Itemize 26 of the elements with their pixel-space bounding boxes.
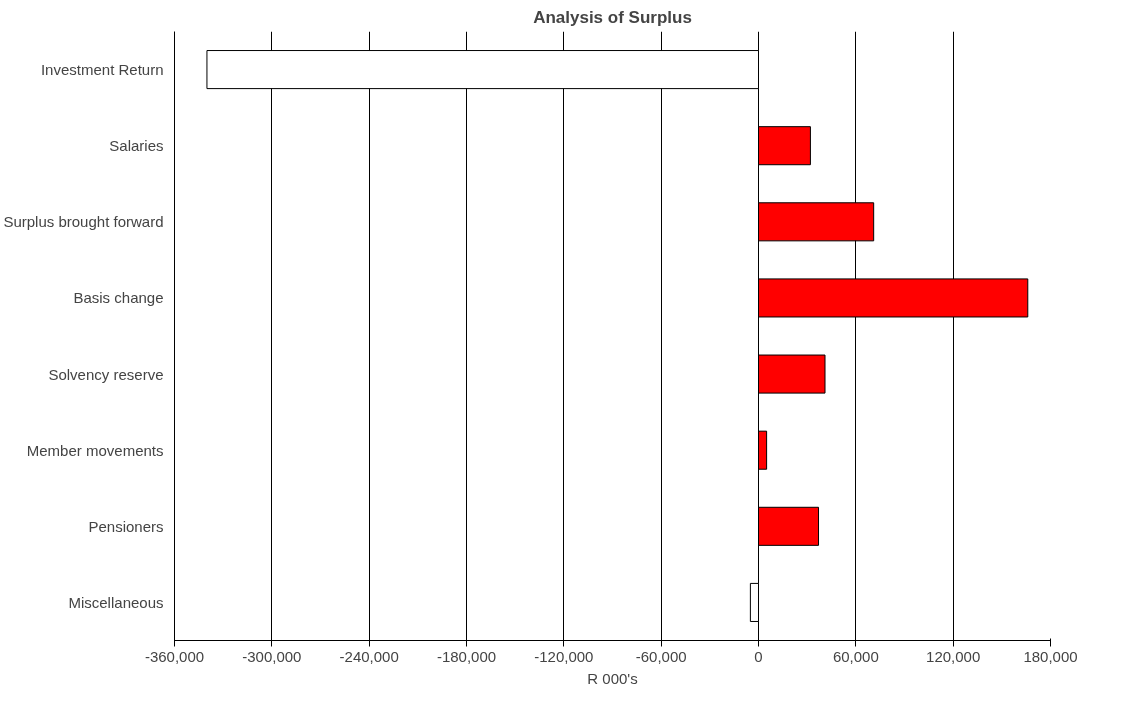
bar	[758, 354, 826, 394]
y-tick-label: Member movements	[26, 441, 164, 459]
y-tick-label: Salaries	[109, 137, 164, 155]
x-tick-label: -60,000	[635, 647, 687, 665]
x-tick-label: -240,000	[339, 647, 399, 665]
y-tick-label: Investment Return	[40, 61, 164, 79]
bar	[758, 430, 768, 470]
chart-title: Analysis of Surplus	[533, 7, 692, 27]
x-tick-label: -360,000	[144, 647, 205, 665]
x-tick-label: 180,000	[1023, 647, 1078, 665]
x-tick-label: -120,000	[534, 647, 594, 665]
y-tick-label: Miscellaneous	[68, 593, 164, 611]
bar	[758, 202, 875, 242]
x-axis-title: R 000's	[587, 669, 638, 687]
y-tick-label: Surplus brought forward	[3, 213, 164, 231]
x-tick-label: 120,000	[926, 647, 981, 665]
bar	[758, 126, 811, 166]
x-tick-label: 0	[754, 647, 763, 665]
bar	[758, 506, 820, 546]
y-tick-label: Pensioners	[88, 517, 164, 535]
y-tick-label: Solvency reserve	[48, 365, 164, 383]
y-tick-label: Basis change	[73, 289, 164, 307]
x-tick-label: -180,000	[436, 647, 497, 665]
bar	[749, 582, 759, 622]
x-tick-label: 60,000	[832, 647, 879, 665]
x-tick-label: -300,000	[242, 647, 302, 665]
